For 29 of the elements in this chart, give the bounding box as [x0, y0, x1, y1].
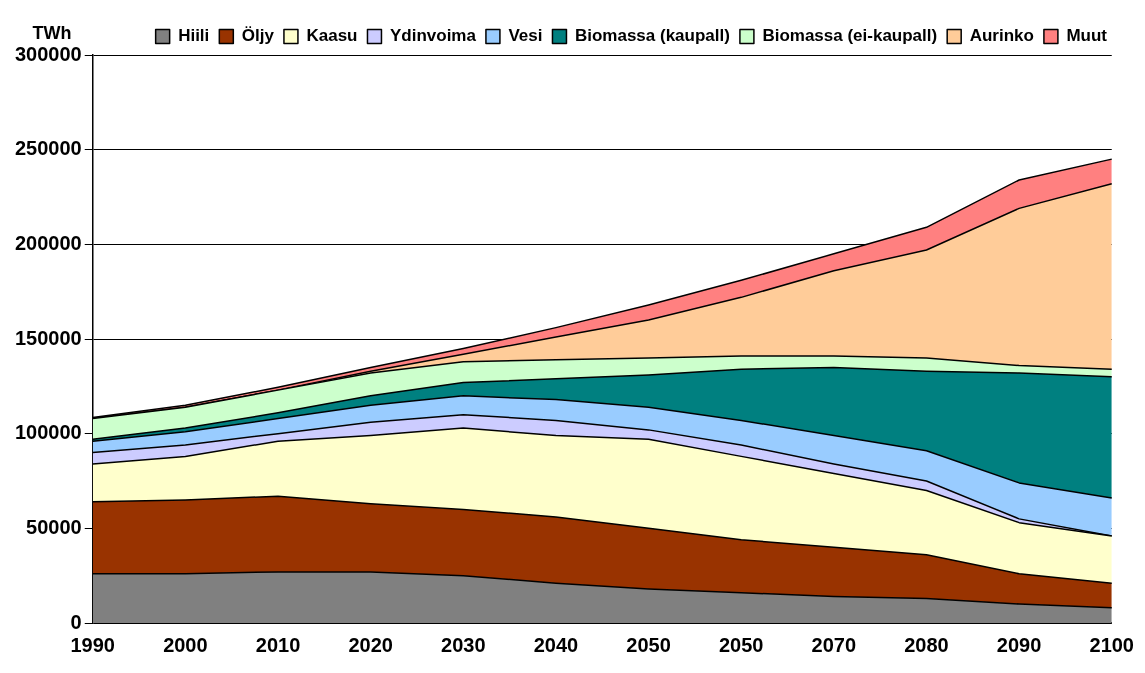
y-tick-label: 50000	[26, 515, 82, 538]
legend-label: Hiili	[178, 26, 210, 46]
x-tick-label: 2010	[255, 633, 301, 656]
x-tick-label: 2070	[811, 633, 857, 656]
legend-label: Biomassa (kaupall)	[574, 26, 730, 46]
y-tick-label: 250000	[14, 137, 82, 160]
x-tick-label: 2050	[626, 633, 671, 656]
y-tick-label: 150000	[14, 326, 82, 349]
legend-label: Kaasu	[306, 26, 358, 46]
y-tick-label: 100000	[14, 421, 82, 444]
x-tick-label: 2030	[441, 633, 486, 656]
x-tick-label: 1990	[70, 633, 115, 656]
x-tick-label: 2090	[996, 633, 1042, 656]
x-tick-label: 2040	[533, 633, 579, 656]
x-tick-label: 2080	[904, 633, 949, 656]
y-axis-title: TWh	[32, 22, 72, 43]
x-tick-label: 2100	[1089, 633, 1134, 656]
legend-label: Aurinko	[969, 26, 1034, 46]
y-tick-label: 300000	[14, 42, 82, 65]
y-tick-label: 0	[70, 610, 82, 633]
y-tick-label: 200000	[14, 231, 82, 254]
x-tick-label: 2000	[163, 633, 208, 656]
x-tick-label: 2050	[718, 633, 764, 656]
legend-label: Muut	[1066, 26, 1108, 46]
legend-label: Biomassa (ei-kaupall)	[762, 26, 938, 46]
legend-label: Ydinvoima	[389, 26, 477, 46]
x-tick-label: 2020	[348, 633, 393, 656]
legend-label: Vesi	[508, 26, 543, 46]
legend-label: Öljy	[241, 26, 275, 46]
